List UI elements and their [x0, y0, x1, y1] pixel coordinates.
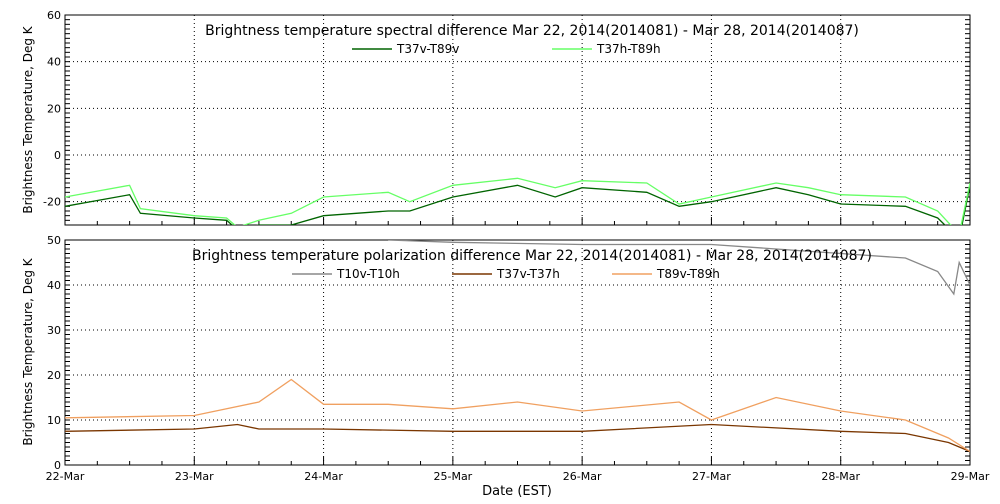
plot-frame: [64, 239, 971, 466]
y-tick-label: 40: [47, 56, 61, 69]
y-tick-label: -20: [43, 196, 61, 209]
legend-label: T37v-T37h: [496, 267, 560, 281]
series-line: [65, 184, 970, 225]
y-tick-label: 40: [47, 279, 61, 292]
y-tick-label: 20: [47, 369, 61, 382]
x-tick-label: 23-Mar: [175, 470, 214, 483]
legend-label: T37v-T89v: [396, 42, 459, 56]
series-line: [65, 423, 970, 453]
legend: T10v-T10h T37v-T37h T89v-T89h: [292, 267, 720, 281]
y-tick-label: 50: [47, 234, 61, 247]
spectral-difference-panel: -20 0 20 40 60 Brightness temperature spectr…: [21, 9, 971, 226]
series-line: [65, 378, 970, 453]
x-tick-label: 27-Mar: [692, 470, 731, 483]
polarization-difference-panel: 0 10 20 30 40 50 Brightness temperature polar…: [21, 234, 990, 499]
x-tick-label: 22-Mar: [46, 470, 85, 483]
y-tick-label: 20: [47, 102, 61, 115]
legend-label: T10v-T10h: [336, 267, 400, 281]
x-tick-label: 24-Mar: [304, 470, 343, 483]
chart-title: Brightness temperature polarization diff…: [192, 248, 872, 264]
y-tick-label: 30: [47, 324, 61, 337]
y-tick-label: 0: [54, 459, 61, 472]
y-axis-label: Brightness Temperature, Deg K: [21, 257, 35, 445]
x-axis-label: Date (EST): [482, 484, 552, 499]
x-tick-label: 26-Mar: [563, 470, 602, 483]
series-line: [388, 240, 970, 296]
y-tick-label: 10: [47, 414, 61, 427]
series-line: [65, 177, 970, 225]
y-tick-label: 0: [54, 149, 61, 162]
legend-label: T37h-T89h: [596, 42, 661, 56]
chart-title: Brightness temperature spectral differen…: [205, 23, 859, 39]
x-tick-label: 29-Mar: [951, 470, 990, 483]
y-axis-label: Brightness Temperature, Deg K: [21, 25, 35, 213]
y-tick-label: 60: [47, 9, 61, 22]
legend: T37v-T89v T37h-T89h: [352, 42, 661, 56]
x-tick-label: 28-Mar: [821, 470, 860, 483]
legend-label: T89v-T89h: [656, 267, 720, 281]
x-tick-label: 25-Mar: [433, 470, 472, 483]
